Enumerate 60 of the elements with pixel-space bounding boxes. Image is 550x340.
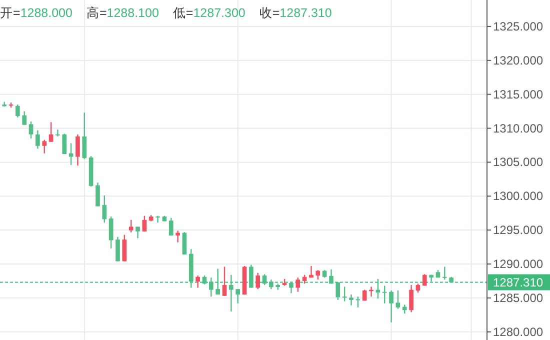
y-tick-label: 1285.000 (493, 290, 544, 305)
candlestick (262, 274, 267, 286)
candlestick (296, 276, 300, 292)
candlestick (382, 285, 387, 304)
candlestick (156, 215, 160, 224)
candlestick (442, 266, 447, 280)
y-tick-label: 1280.000 (493, 324, 544, 339)
candlestick (336, 282, 340, 301)
y-tick-label: 1315.000 (493, 87, 544, 102)
candlestick (136, 226, 140, 239)
candlestick (96, 182, 100, 207)
candlestick (108, 216, 114, 249)
candlestick (182, 231, 187, 256)
candlestick (16, 104, 20, 118)
candlestick (196, 274, 200, 288)
candlestick (409, 284, 414, 313)
candlestick (228, 274, 234, 312)
candlestick (82, 112, 87, 160)
candlestick (62, 133, 67, 155)
candlestick (76, 134, 80, 166)
ref-line-label: 1287.310 (493, 276, 544, 290)
y-tick-label: 1325.000 (493, 19, 544, 34)
candlestick (269, 279, 274, 290)
candlestick (389, 290, 394, 323)
annotation: 高=1288.100 (86, 6, 159, 20)
candlestick (249, 264, 254, 288)
y-tick-label: 1295.000 (493, 223, 544, 238)
candlestick (176, 230, 180, 243)
candlestick (122, 234, 127, 262)
y-tick-label: 1305.000 (493, 155, 544, 170)
candlestick (329, 268, 334, 284)
candlestick (68, 142, 74, 166)
candlestick (289, 281, 294, 294)
candlestick (48, 122, 54, 142)
candlestick (56, 129, 60, 138)
annotation: 开=1288.000 (0, 6, 72, 20)
candlestick (216, 268, 220, 296)
y-tick-label: 1300.000 (493, 189, 544, 204)
candlestick (236, 288, 240, 304)
candlestick (356, 296, 360, 308)
candlestick (256, 272, 260, 290)
candlestick (222, 266, 227, 296)
candlestick (396, 290, 400, 310)
candlestick (128, 219, 134, 233)
candlestick (142, 215, 147, 232)
candlestick (116, 236, 120, 262)
y-tick-label: 1310.000 (493, 121, 544, 136)
candlestick (22, 110, 27, 126)
candlestick (316, 270, 320, 280)
annotation: 低=1287.300 (172, 6, 246, 20)
candlestick (102, 194, 107, 224)
candlestick (168, 217, 174, 236)
candlestick (349, 294, 354, 306)
y-tick-label: 1290.000 (493, 256, 544, 271)
candlestick (36, 130, 40, 150)
annotation: 收=1287.310 (259, 6, 332, 20)
candlestick (42, 139, 47, 154)
y-tick-label: 1320.000 (493, 53, 544, 68)
candlestick (28, 120, 34, 140)
candlestick (208, 276, 214, 298)
